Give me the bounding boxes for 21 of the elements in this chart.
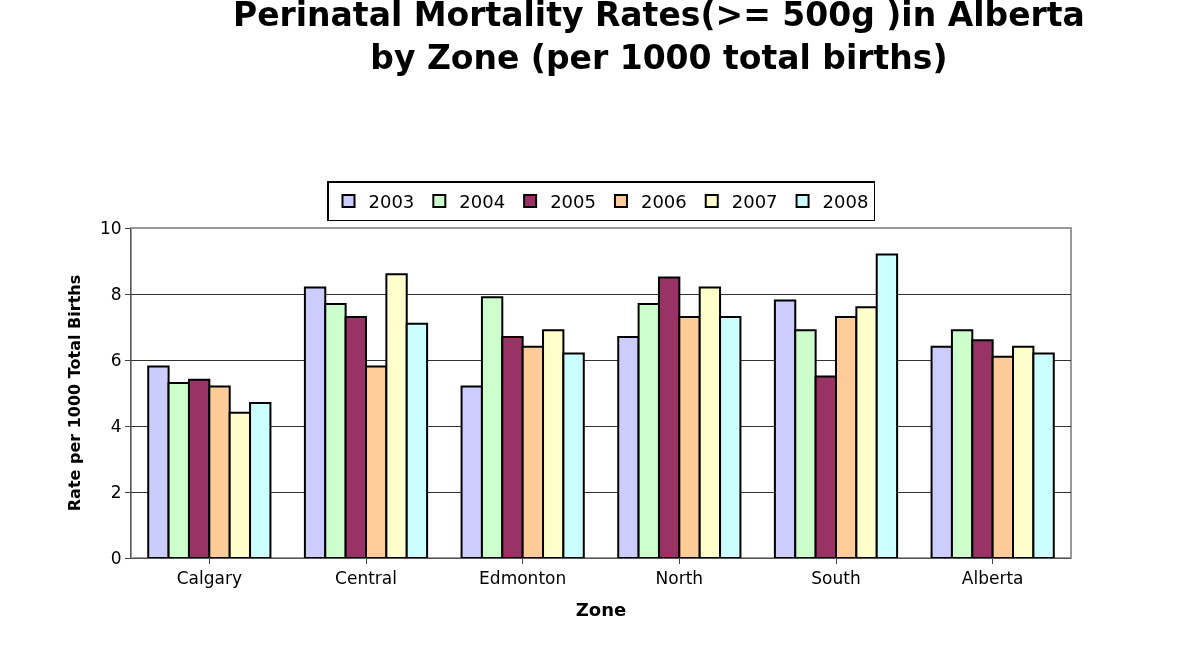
- y-tick-label: 8: [110, 283, 122, 304]
- y-tick-label: 4: [110, 415, 122, 436]
- x-tick-label: Alberta: [961, 568, 1024, 589]
- chart-title: Perinatal Mortality Rates(>= 500g )in Alberta by Zone (per 1000 total births): [232, 0, 1085, 78]
- legend-label: 2006: [640, 191, 687, 213]
- legend-label: 2007: [731, 191, 778, 213]
- x-tick-label: North: [655, 568, 704, 589]
- y-tick-label: 0: [110, 547, 122, 568]
- x-tick-label: South: [811, 568, 861, 589]
- x-axis-title: Zone: [575, 598, 627, 620]
- y-tick-label: 6: [110, 349, 122, 370]
- legend-label: 2008: [822, 191, 869, 213]
- legend-label: 2004: [459, 191, 506, 213]
- x-tick-label: Central: [335, 568, 397, 589]
- y-tick-label: 2: [110, 481, 122, 502]
- y-tick-label: 10: [99, 217, 122, 238]
- x-tick-label: Edmonton: [479, 568, 567, 589]
- legend-label: 2003: [368, 191, 415, 213]
- legend-label: 2005: [550, 191, 596, 213]
- y-axis-title: Rate per 1000 Total Births: [64, 274, 84, 512]
- x-tick-label: Calgary: [176, 568, 242, 589]
